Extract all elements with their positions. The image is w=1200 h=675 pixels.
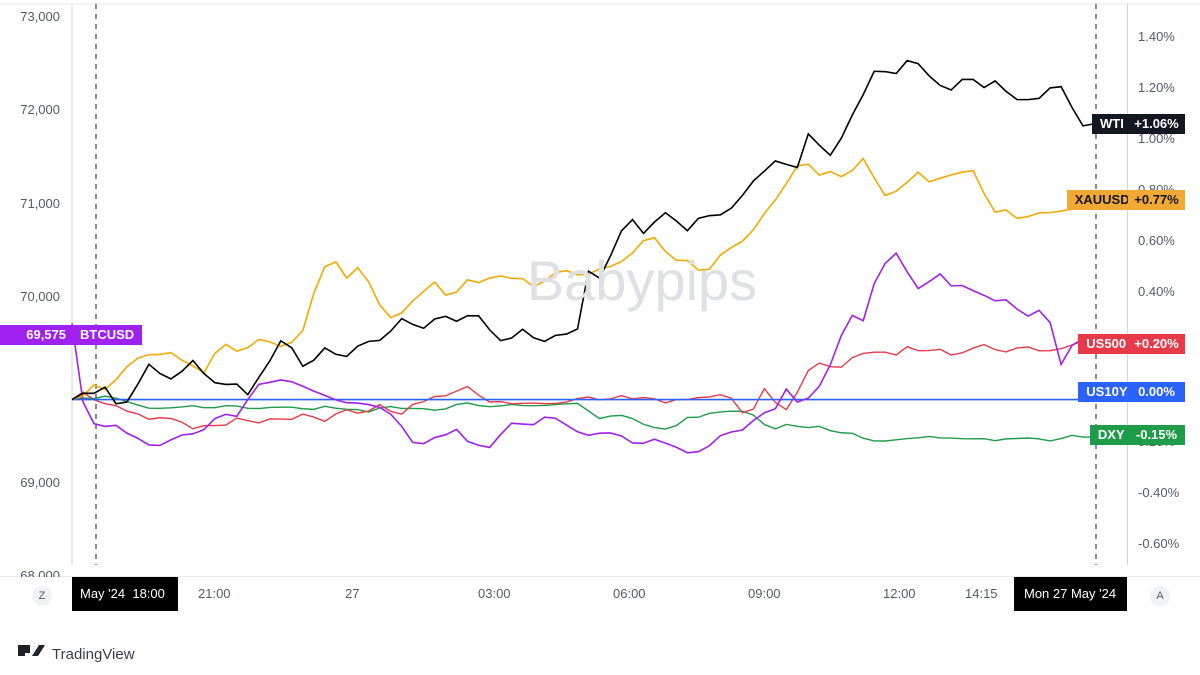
svg-text:Babypips: Babypips — [527, 249, 757, 312]
